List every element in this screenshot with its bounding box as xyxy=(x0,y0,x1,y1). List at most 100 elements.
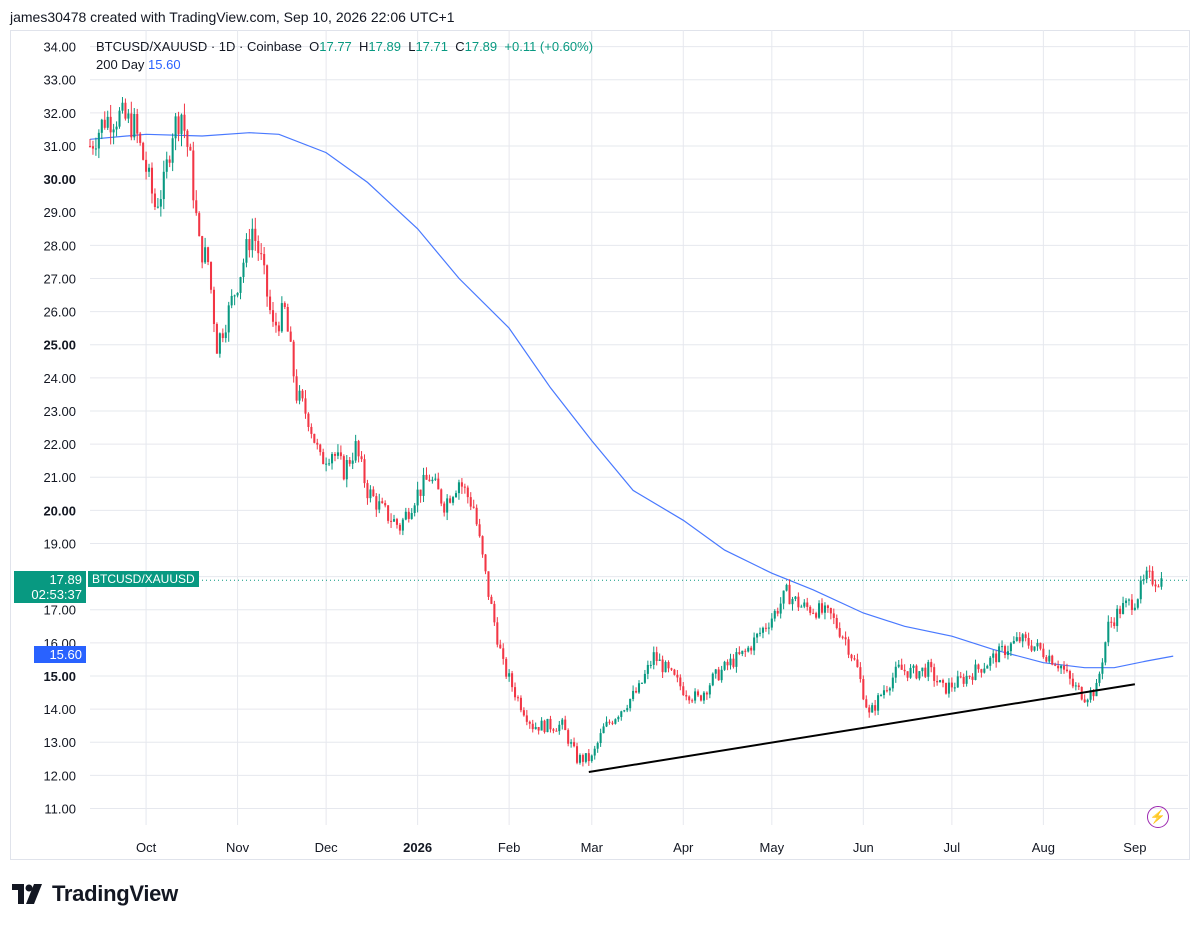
candle-body xyxy=(980,669,983,673)
candle-body xyxy=(195,200,198,214)
candle-body xyxy=(688,696,691,701)
candle-body xyxy=(959,676,962,678)
candle-body xyxy=(325,463,328,465)
candle-body xyxy=(94,148,97,150)
candle-body xyxy=(103,119,106,128)
candle-body xyxy=(965,675,968,684)
y-tick-label: 23.00 xyxy=(43,404,76,419)
candle-body xyxy=(345,460,348,480)
candle-body xyxy=(1015,637,1018,641)
candle-body xyxy=(552,729,555,731)
candle-body xyxy=(776,610,779,614)
candle-body xyxy=(626,708,629,711)
candle-body xyxy=(673,669,676,675)
candle-body xyxy=(717,669,720,681)
tradingview-logo-icon xyxy=(12,884,42,904)
watermark-header: james30478 created with TradingView.com,… xyxy=(10,9,455,25)
y-tick-label: 15.00 xyxy=(43,669,76,684)
candle-body xyxy=(481,536,484,555)
candle-body xyxy=(702,692,705,701)
candle-body xyxy=(714,669,717,674)
candle-body xyxy=(785,584,788,591)
candle-body xyxy=(115,126,118,130)
candle-body xyxy=(525,715,528,722)
candle-body xyxy=(384,503,387,506)
candle-body xyxy=(242,262,245,278)
candle-body xyxy=(357,441,360,457)
candle-body xyxy=(283,303,286,307)
candle-body xyxy=(918,671,921,679)
legend-close-label: C xyxy=(455,39,465,54)
candle-body xyxy=(1001,646,1004,648)
candle-body xyxy=(419,489,422,496)
y-tick-label: 17.00 xyxy=(43,603,76,618)
candle-body xyxy=(1089,690,1092,700)
candle-body xyxy=(463,486,466,488)
candle-body xyxy=(1127,599,1131,601)
candle-body xyxy=(537,727,540,731)
candle-body xyxy=(578,755,582,763)
price-chart[interactable]: 11.0012.0013.0014.0015.0016.0017.0018.00… xyxy=(10,30,1190,860)
candle-body xyxy=(522,710,525,716)
y-tick-label: 27.00 xyxy=(43,271,76,286)
lightning-icon[interactable]: ⚡ xyxy=(1147,806,1169,828)
candle-body xyxy=(1012,640,1015,644)
candle-body xyxy=(927,662,930,677)
candle-body xyxy=(410,512,413,519)
candle-body xyxy=(153,193,156,207)
candle-body xyxy=(862,679,865,700)
candle-body xyxy=(564,719,567,731)
candle-body xyxy=(995,653,998,663)
candle-body xyxy=(623,710,626,712)
candle-body xyxy=(761,627,765,633)
candle-body xyxy=(682,686,685,696)
candle-body xyxy=(395,519,399,525)
candle-body xyxy=(319,444,322,453)
candle-body xyxy=(1060,665,1063,669)
candle-body xyxy=(962,676,965,684)
candle-body xyxy=(274,321,277,326)
candle-body xyxy=(310,426,313,434)
candle-body xyxy=(897,664,900,667)
y-tick-label: 21.00 xyxy=(43,470,76,485)
candle-body xyxy=(333,454,337,456)
legend-ohlc-row: BTCUSD/XAUUSD · 1D · Coinbase O17.77 H17… xyxy=(96,38,593,56)
candle-body xyxy=(570,742,573,744)
candle-body xyxy=(1036,642,1039,647)
candle-body xyxy=(974,664,977,680)
candle-body xyxy=(655,652,658,661)
candle-body xyxy=(971,676,974,680)
candle-body xyxy=(1062,665,1066,670)
candle-body xyxy=(354,441,357,461)
chart-frame xyxy=(10,30,1190,860)
candle-body xyxy=(661,659,664,673)
candle-body xyxy=(729,658,732,666)
candle-body xyxy=(1139,580,1142,600)
x-tick-label: Apr xyxy=(673,840,694,855)
candle-body xyxy=(490,596,493,604)
last-price-tag: 17.89 02:53:37 xyxy=(14,571,86,603)
candle-body xyxy=(756,633,759,638)
candle-body xyxy=(782,590,785,604)
candle-body xyxy=(947,682,950,694)
candle-body xyxy=(511,673,514,688)
candle-body xyxy=(561,719,564,725)
candle-body xyxy=(685,695,688,697)
candle-body xyxy=(339,452,342,457)
candle-body xyxy=(820,603,824,613)
candle-body xyxy=(88,145,92,147)
candle-body xyxy=(750,647,753,651)
y-tick-label: 12.00 xyxy=(43,768,76,783)
candle-body xyxy=(643,673,646,683)
candle-body xyxy=(815,613,818,618)
candle-body xyxy=(608,721,611,723)
candle-body xyxy=(835,617,838,629)
candle-body xyxy=(531,723,534,730)
candle-body xyxy=(891,677,894,689)
candle-body xyxy=(307,413,310,427)
candle-body xyxy=(212,289,216,325)
candle-body xyxy=(1024,634,1027,638)
candle-body xyxy=(806,602,809,607)
support-trendline xyxy=(588,683,1136,773)
candle-body xyxy=(587,753,590,762)
